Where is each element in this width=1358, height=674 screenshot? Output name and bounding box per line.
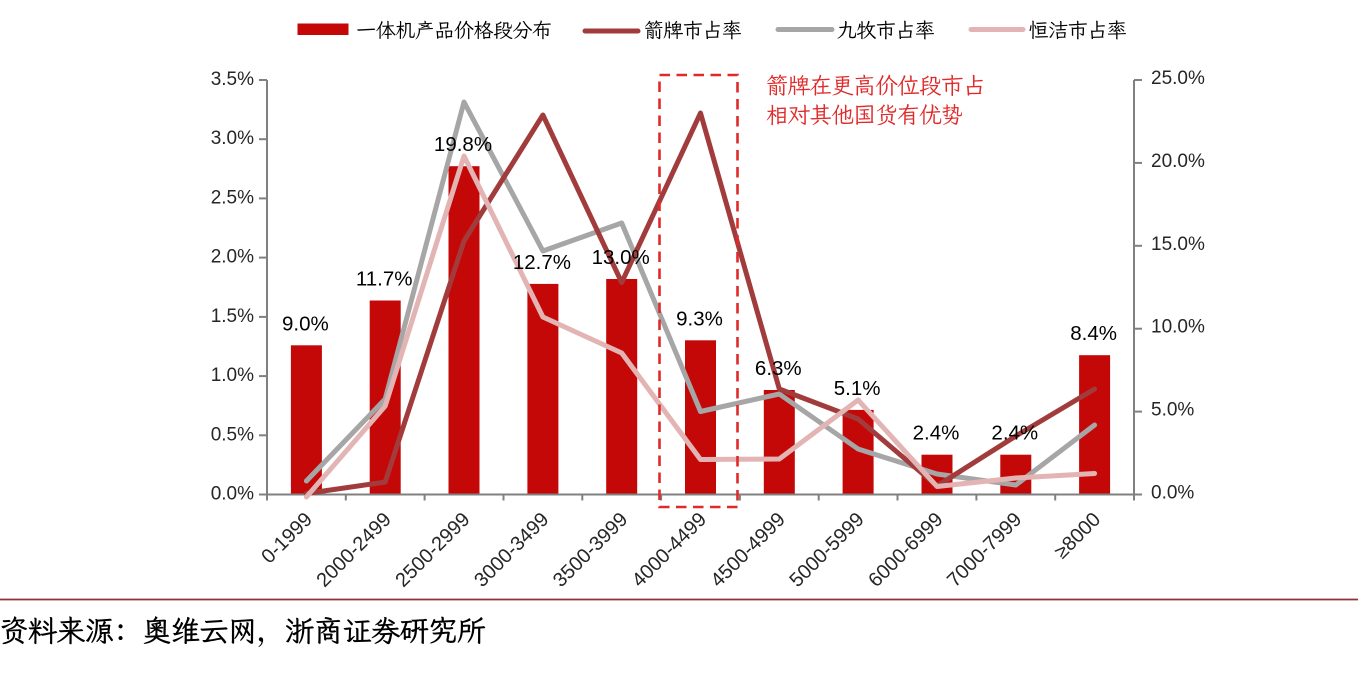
- svg-text:19.8%: 19.8%: [434, 133, 492, 156]
- svg-text:0.0%: 0.0%: [211, 484, 254, 505]
- svg-text:9.3%: 9.3%: [676, 307, 723, 330]
- svg-text:11.7%: 11.7%: [356, 268, 413, 291]
- svg-text:15.0%: 15.0%: [1151, 234, 1205, 255]
- svg-text:5.0%: 5.0%: [1151, 400, 1194, 421]
- svg-text:25.0%: 25.0%: [1151, 68, 1205, 89]
- svg-text:2.0%: 2.0%: [211, 247, 254, 268]
- svg-text:13.0%: 13.0%: [592, 246, 650, 269]
- svg-text:1.0%: 1.0%: [211, 365, 254, 386]
- svg-text:5.1%: 5.1%: [834, 377, 881, 400]
- svg-text:20.0%: 20.0%: [1151, 151, 1205, 172]
- svg-text:1.5%: 1.5%: [211, 306, 254, 327]
- svg-text:3.0%: 3.0%: [211, 128, 254, 149]
- svg-text:6.3%: 6.3%: [755, 357, 802, 380]
- svg-text:9.0%: 9.0%: [282, 312, 329, 335]
- svg-text:2.5%: 2.5%: [211, 187, 254, 208]
- svg-text:2.4%: 2.4%: [913, 422, 960, 445]
- svg-text:3.5%: 3.5%: [211, 69, 254, 90]
- svg-text:0.0%: 0.0%: [1151, 483, 1194, 504]
- svg-text:0.5%: 0.5%: [211, 424, 254, 445]
- svg-text:12.7%: 12.7%: [513, 251, 571, 274]
- svg-text:10.0%: 10.0%: [1151, 317, 1205, 338]
- svg-text:8.4%: 8.4%: [1070, 322, 1117, 345]
- svg-text:2.4%: 2.4%: [991, 422, 1038, 445]
